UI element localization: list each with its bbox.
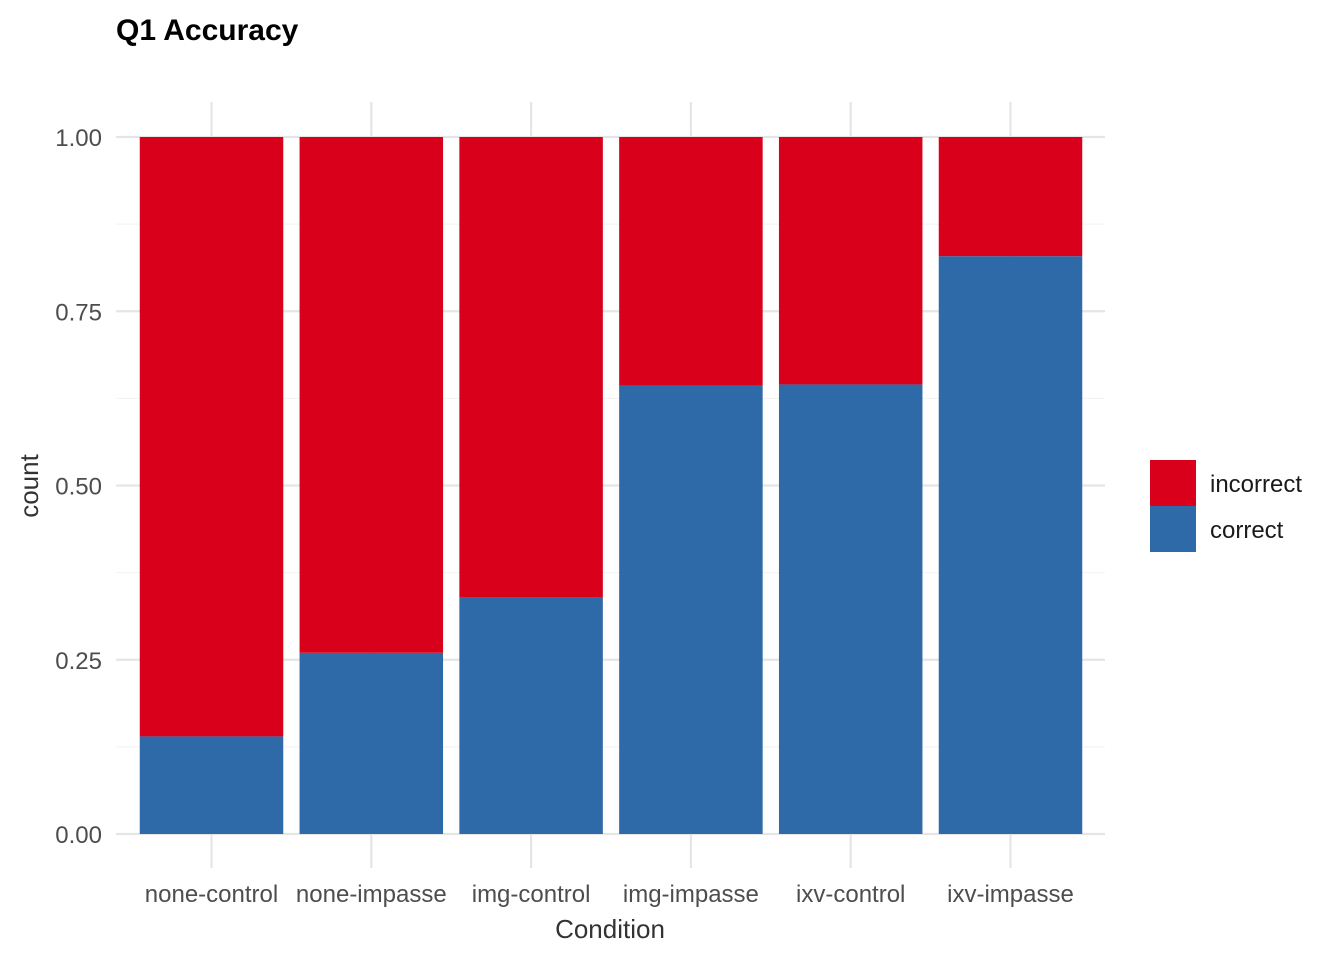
bar-correct-none-control <box>139 736 284 834</box>
y-tick-label: 0.50 <box>55 474 102 501</box>
bar-correct-img-control <box>459 597 603 834</box>
x-tick-label: ixv-impasse <box>947 881 1074 908</box>
bar-incorrect-img-control <box>459 137 603 598</box>
x-tick-label: img-impasse <box>623 881 759 908</box>
legend: incorrect correct <box>1150 460 1302 552</box>
bar-correct-none-impasse <box>299 652 444 834</box>
bar-incorrect-none-impasse <box>299 137 444 653</box>
x-tick-label: none-impasse <box>296 881 447 908</box>
bar-incorrect-ixv-impasse <box>938 137 1083 257</box>
x-tick-label: img-control <box>472 881 591 908</box>
bar-correct-img-impasse <box>619 385 763 834</box>
bar-correct-ixv-control <box>778 384 923 834</box>
y-axis-ticks: 0.00 0.25 0.50 0.75 1.00 <box>55 125 102 849</box>
chart-title: Q1 Accuracy <box>116 14 299 47</box>
x-tick-label: ixv-control <box>796 881 905 908</box>
y-axis-title: count <box>14 453 44 517</box>
bar-incorrect-none-control <box>139 137 284 737</box>
x-axis-title: Condition <box>555 914 665 944</box>
x-tick-label: none-control <box>145 881 278 908</box>
bar-incorrect-ixv-control <box>778 137 923 385</box>
y-tick-label: 0.00 <box>55 822 102 849</box>
legend-label-correct: correct <box>1210 517 1284 544</box>
y-tick-label: 0.75 <box>55 299 102 326</box>
legend-label-incorrect: incorrect <box>1210 471 1302 498</box>
legend-key-correct <box>1150 506 1196 552</box>
y-tick-label: 1.00 <box>55 125 102 152</box>
y-tick-label: 0.25 <box>55 648 102 675</box>
bar-correct-ixv-impasse <box>938 256 1083 834</box>
bars <box>139 137 1083 834</box>
legend-key-incorrect <box>1150 460 1196 506</box>
bar-incorrect-img-impasse <box>619 137 763 386</box>
x-axis-ticks: none-control none-impasse img-control img-i… <box>145 881 1074 908</box>
